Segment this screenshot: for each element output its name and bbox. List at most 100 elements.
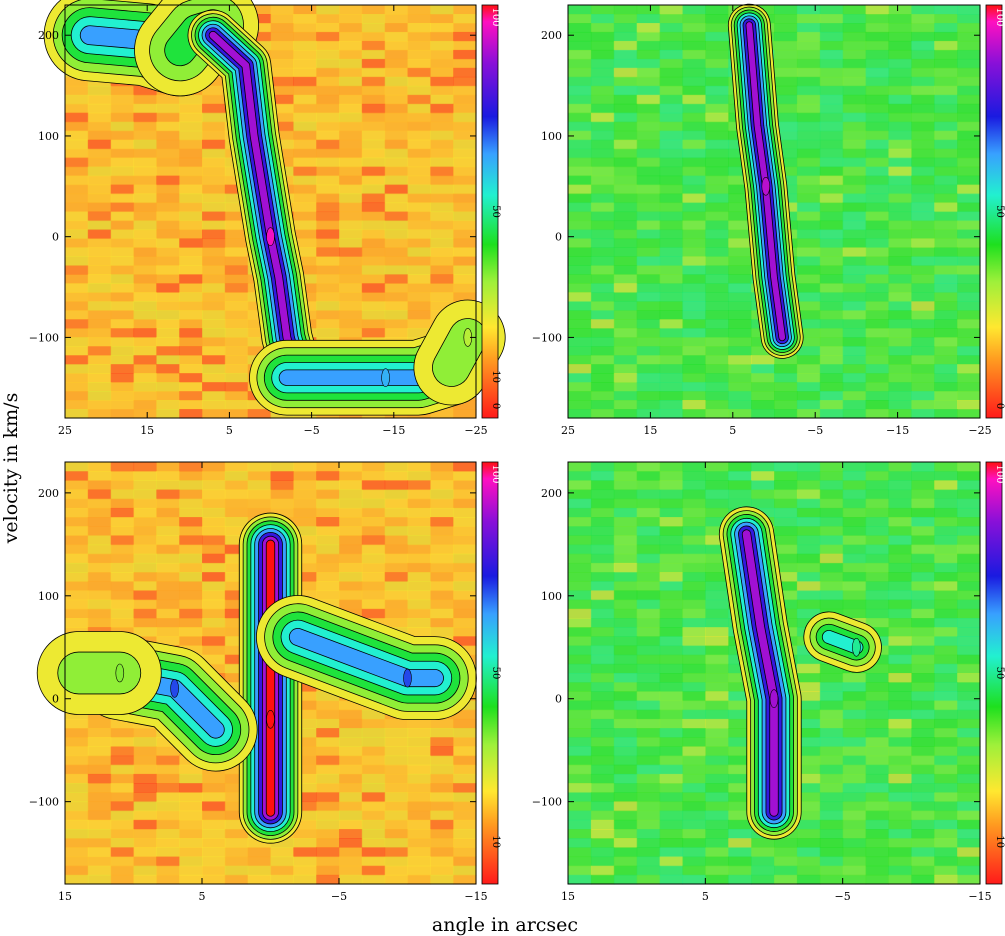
noise-cell — [293, 85, 317, 96]
noise-cell — [65, 409, 89, 419]
noise-cell — [865, 355, 890, 365]
noise-cell — [705, 819, 729, 830]
noise-cell — [87, 211, 112, 222]
noise-cell — [65, 283, 89, 293]
noise-cell — [613, 310, 638, 320]
noise-cell — [865, 391, 890, 401]
noise-cell — [361, 103, 386, 114]
noise-cell — [87, 618, 112, 628]
x-tick-label: −15 — [886, 424, 909, 437]
noise-cell — [682, 581, 706, 592]
noise-cell — [819, 682, 844, 692]
noise-cell — [384, 471, 409, 481]
noise-cell — [156, 838, 180, 848]
noise-cell — [110, 590, 135, 601]
noise-cell — [613, 810, 638, 821]
noise-cell — [179, 256, 203, 266]
noise-cell — [842, 498, 867, 509]
noise-cell — [911, 462, 935, 472]
noise-cell — [659, 608, 684, 619]
noise-cell — [316, 865, 340, 876]
noise-cell — [247, 5, 272, 15]
noise-cell — [384, 301, 409, 311]
noise-cell — [911, 847, 935, 858]
noise-cell — [110, 718, 135, 729]
noise-cell — [430, 193, 454, 204]
noise-cell — [316, 23, 340, 33]
noise-cell — [293, 14, 317, 24]
noise-cell — [842, 14, 867, 24]
noise-cell — [728, 673, 752, 683]
noise-cell — [384, 874, 409, 885]
noise-cell — [934, 319, 958, 329]
noise-cell — [911, 874, 935, 885]
noise-cell — [293, 819, 317, 830]
noise-cell — [819, 829, 844, 839]
noise-cell — [224, 247, 249, 257]
noise-cell — [384, 581, 409, 592]
noise-cell — [659, 599, 684, 610]
noise-cell — [590, 498, 615, 509]
noise-cell — [934, 553, 958, 564]
noise-cell — [293, 471, 317, 481]
noise-cell — [339, 121, 363, 132]
noise-cell — [613, 764, 638, 775]
noise-cell — [293, 67, 317, 78]
noise-cell — [613, 40, 638, 51]
noise-cell — [728, 773, 752, 784]
noise-cell — [613, 489, 638, 500]
noise-cell — [65, 562, 89, 573]
noise-cell — [293, 211, 317, 222]
noise-cell — [270, 94, 294, 105]
noise-cell — [888, 663, 912, 674]
noise-cell — [705, 636, 729, 647]
noise-cell — [430, 31, 454, 42]
noise-cell — [133, 792, 157, 803]
noise-cell — [224, 856, 249, 867]
noise-cell — [796, 265, 821, 275]
noise-cell — [179, 764, 203, 775]
noise-cell — [705, 562, 729, 573]
noise-cell — [453, 764, 477, 775]
noise-cell — [110, 535, 135, 546]
noise-cell — [957, 238, 981, 248]
noise-cell — [659, 498, 684, 509]
noise-cell — [728, 691, 752, 702]
noise-cell — [224, 409, 249, 419]
noise-cell — [705, 229, 729, 240]
noise-cell — [659, 391, 684, 401]
noise-cell — [339, 535, 363, 546]
noise-cell — [202, 645, 226, 656]
noise-cell — [636, 184, 661, 195]
noise-cell — [796, 599, 821, 610]
noise-cell — [911, 627, 935, 637]
noise-cell — [453, 58, 477, 69]
noise-cell — [934, 746, 958, 757]
noise-cell — [705, 581, 729, 592]
noise-cell — [888, 58, 912, 69]
noise-cell — [842, 23, 867, 33]
noise-cell — [224, 256, 249, 266]
noise-cell — [590, 783, 615, 793]
noise-cell — [842, 112, 867, 123]
noise-cell — [568, 409, 592, 419]
noise-cell — [705, 544, 729, 555]
noise-cell — [842, 581, 867, 592]
noise-cell — [293, 274, 317, 284]
noise-cell — [888, 645, 912, 656]
noise-cell — [682, 507, 706, 518]
noise-cell — [179, 355, 203, 365]
noise-cell — [865, 67, 890, 78]
noise-cell — [293, 489, 317, 500]
noise-cell — [293, 121, 317, 132]
noise-cell — [453, 94, 477, 105]
noise-cell — [293, 166, 317, 177]
noise-cell — [453, 517, 477, 527]
noise-cell — [568, 292, 592, 302]
noise-cell — [202, 211, 226, 222]
noise-cell — [659, 328, 684, 338]
noise-cell — [202, 865, 226, 876]
noise-cell — [957, 471, 981, 481]
noise-cell — [133, 193, 157, 204]
noise-cell — [613, 14, 638, 24]
